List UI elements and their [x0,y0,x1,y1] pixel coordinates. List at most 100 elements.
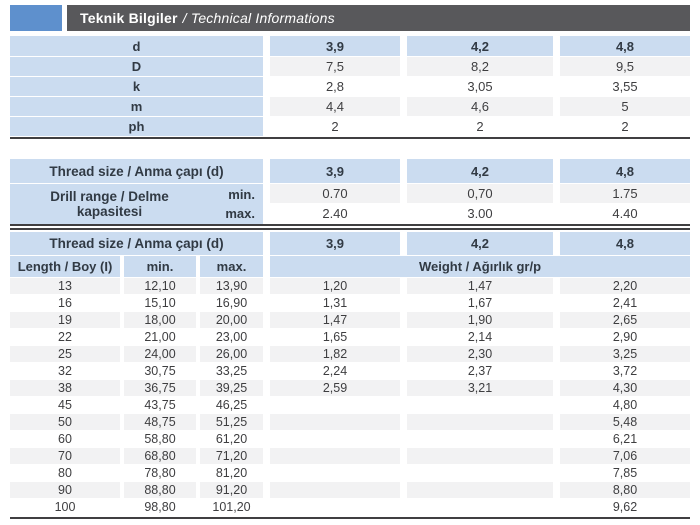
minmax-labels: min. max. [203,185,263,223]
size-header: 4,8 [560,232,690,255]
dim-label: m [10,97,263,116]
weight-3-9-cell [270,431,400,447]
drill-range-body: Drill range / Delme kapasitesi min. max.… [10,184,690,224]
length-cell: 90 [10,482,120,498]
min-cell: 58,80 [124,431,196,447]
length-cell: 45 [10,397,120,413]
length-cell: 100 [10,499,120,515]
max-cell: 23,00 [200,329,263,345]
length-cell: 22 [10,329,120,345]
dim-label: k [10,77,263,96]
weight-3-9-cell [270,397,400,413]
table-row: 2.40 3.00 4.40 [270,204,690,223]
table-row: m 4,4 4,6 5 [10,97,690,116]
size-header: 3,9 [270,36,400,56]
weight-4-2-cell [407,397,553,413]
table-row: d 3,9 4,2 4,8 [10,36,690,56]
weight-4-2-cell [407,499,553,515]
drill-max-value: 3.00 [407,204,553,223]
weight-4-2-cell: 1,67 [407,295,553,311]
title-bar: Teknik Bilgiler / Technical Informations [10,5,690,31]
min-cell: 68,80 [124,448,196,464]
drill-max-value: 4.40 [560,204,690,223]
weight-4-8-cell: 7,06 [560,448,690,464]
max-cell: 20,00 [200,312,263,328]
weight-4-2-cell: 3,21 [407,380,553,396]
length-cell: 50 [10,414,120,430]
min-cell: 18,00 [124,312,196,328]
min-cell: 24,00 [124,346,196,362]
length-cell: 80 [10,465,120,481]
table-row: 60 58,80 61,20 6,21 [10,431,690,447]
weight-4-8-cell: 5,48 [560,414,690,430]
max-label: max. [225,206,255,221]
dim-label: ph [10,117,263,136]
weight-3-9-cell: 2,24 [270,363,400,379]
table-row: Length / Boy (I) min. max. Weight / Ağır… [10,256,690,277]
drill-min-value: 1.75 [560,184,690,203]
length-cell: 19 [10,312,120,328]
min-cell: 30,75 [124,363,196,379]
table-row: D 7,5 8,2 9,5 [10,57,690,76]
dim-value: 2 [407,117,553,136]
length-cell: 25 [10,346,120,362]
max-cell: 101,20 [200,499,263,515]
length-cell: 32 [10,363,120,379]
weight-4-2-cell [407,414,553,430]
min-cell: 21,00 [124,329,196,345]
length-cell: 70 [10,448,120,464]
max-cell: 16,90 [200,295,263,311]
max-cell: 51,25 [200,414,263,430]
min-cell: 78,80 [124,465,196,481]
bottom-rule [10,517,690,519]
max-cell: 13,90 [200,278,263,294]
weight-4-8-cell: 8,80 [560,482,690,498]
dim-value: 4,4 [270,97,400,116]
dim-value: 5 [560,97,690,116]
size-header: 4,2 [407,36,553,56]
max-cell: 71,20 [200,448,263,464]
max-cell: 26,00 [200,346,263,362]
size-header: 3,9 [270,232,400,255]
max-cell: 46,25 [200,397,263,413]
drill-min-value: 0.70 [270,184,400,203]
weight-3-9-cell: 1,82 [270,346,400,362]
dim-value: 4,6 [407,97,553,116]
accent-square [10,5,62,31]
table-row: 13 12,10 13,90 1,20 1,47 2,20 [10,278,690,294]
dimensions-table: d 3,9 4,2 4,8 D 7,5 8,2 9,5 k 2,8 3,05 3… [10,36,690,137]
dim-value: 2,8 [270,77,400,96]
size-header: 4,2 [407,159,553,183]
max-cell: 33,25 [200,363,263,379]
dim-label: d [10,36,263,56]
min-cell: 98,80 [124,499,196,515]
table-row: 19 18,00 20,00 1,47 1,90 2,65 [10,312,690,328]
table-row: 80 78,80 81,20 7,85 [10,465,690,481]
weight-4-2-cell: 2,30 [407,346,553,362]
weight-4-8-cell: 3,72 [560,363,690,379]
length-table-body: 13 12,10 13,90 1,20 1,47 2,20 16 15,10 1… [10,278,690,515]
size-header: 4,8 [560,36,690,56]
drill-range-label-cell: Drill range / Delme kapasitesi min. max. [10,184,263,224]
table-row: 50 48,75 51,25 5,48 [10,414,690,430]
table-row: 90 88,80 91,20 8,80 [10,482,690,498]
divider-rule [10,224,690,226]
length-cell: 60 [10,431,120,447]
drill-range-label: Drill range / Delme kapasitesi [50,189,169,219]
weight-4-2-cell: 2,14 [407,329,553,345]
weight-4-8-cell: 3,25 [560,346,690,362]
dim-value: 3,55 [560,77,690,96]
length-weight-table: Thread size / Anma çapı (d) 3,9 4,2 4,8 … [10,232,690,516]
weight-4-2-cell: 1,90 [407,312,553,328]
table-row: Thread size / Anma çapı (d) 3,9 4,2 4,8 [10,232,690,255]
drill-min-value: 0,70 [407,184,553,203]
size-header: 4,2 [407,232,553,255]
min-cell: 88,80 [124,482,196,498]
weight-3-9-cell [270,448,400,464]
weight-4-2-cell: 1,47 [407,278,553,294]
weight-4-8-cell: 7,85 [560,465,690,481]
min-cell: 36,75 [124,380,196,396]
page-title-english: / Technical Informations [182,10,335,26]
table-row: 25 24,00 26,00 1,82 2,30 3,25 [10,346,690,362]
